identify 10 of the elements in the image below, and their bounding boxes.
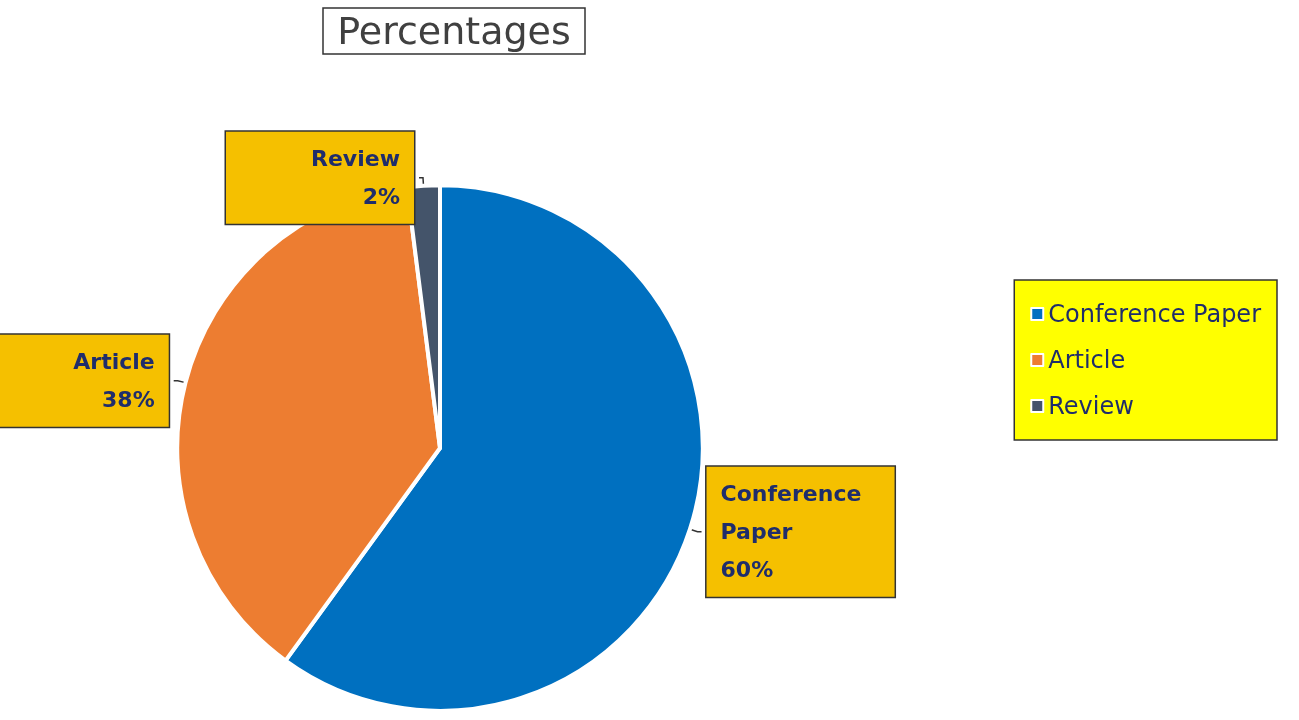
data-label: 38% [102,387,155,413]
slice-label: Conference Paper [720,481,870,545]
data-label: 60% [720,557,774,583]
data-label: 2% [362,184,400,210]
chart-title: Percentages [337,9,571,53]
legend-label: Review [1048,392,1134,420]
legend-label: Article [1048,346,1126,374]
slice-label: Article [73,349,155,375]
slice-label: Review [311,146,400,172]
legend-label: Conference Paper [1048,300,1262,328]
